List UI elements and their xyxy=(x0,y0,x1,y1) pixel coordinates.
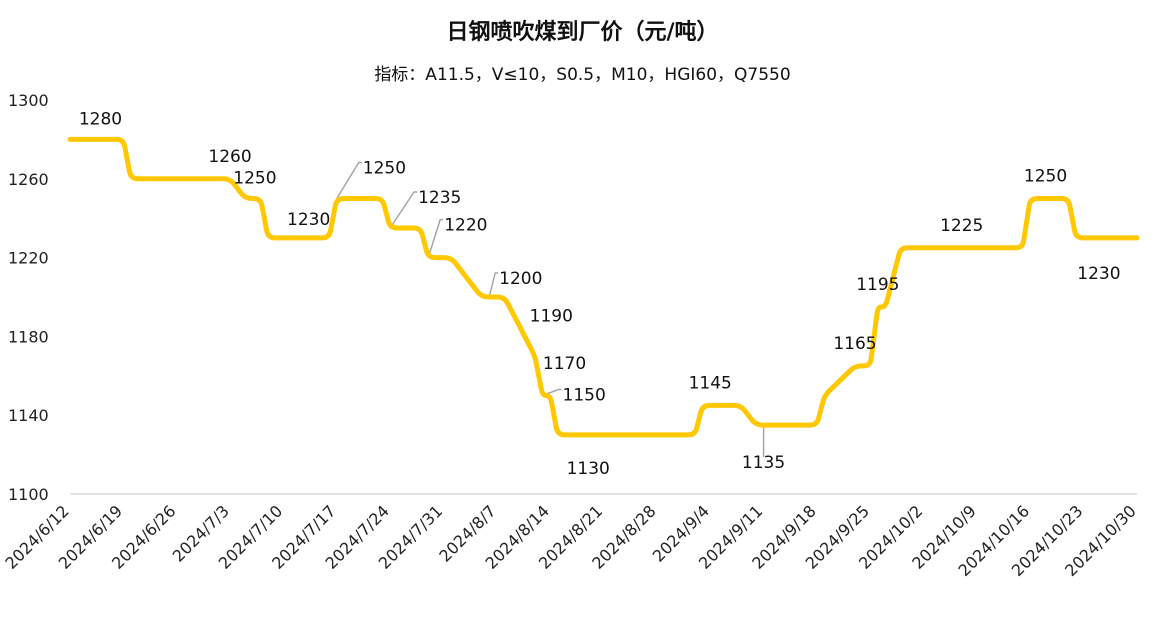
label-leader-line xyxy=(488,272,499,298)
data-label: 1190 xyxy=(530,307,573,327)
data-label: 1230 xyxy=(287,210,330,230)
data-label: 1145 xyxy=(689,373,732,393)
data-label: 1230 xyxy=(1077,264,1120,284)
x-axis-ticks: 2024/6/122024/6/192024/6/262024/7/32024/… xyxy=(1,501,1139,580)
data-labels: 1280126012501230125012351220120011901170… xyxy=(79,109,1121,479)
data-label: 1220 xyxy=(444,216,487,236)
data-label: 1135 xyxy=(742,453,785,473)
price-series-line xyxy=(67,136,1140,438)
chart-subtitle: 指标：A11.5，V≤10，S0.5，M10，HGI60，Q7550 xyxy=(374,65,791,85)
label-leader-line xyxy=(389,191,418,229)
data-label: 1280 xyxy=(79,109,122,129)
data-label: 1225 xyxy=(940,216,983,236)
data-label: 1130 xyxy=(567,459,610,479)
data-label: 1260 xyxy=(208,147,251,167)
y-tick-label: 1100 xyxy=(8,485,49,504)
y-tick-label: 1180 xyxy=(8,327,49,346)
chart-title: 日钢喷吹煤到厂价（元/吨） xyxy=(446,20,719,45)
data-label: 1150 xyxy=(563,386,606,406)
label-leader-line xyxy=(336,161,362,199)
data-label: 1200 xyxy=(499,269,542,289)
label-leader-lines xyxy=(336,161,765,458)
label-leader-line xyxy=(427,218,444,258)
data-label: 1235 xyxy=(418,188,461,208)
y-tick-label: 1300 xyxy=(8,91,49,110)
y-tick-label: 1220 xyxy=(8,249,49,268)
y-axis-ticks: 1100 1140 1180 1220 1260 1300 xyxy=(8,91,49,504)
y-tick-label: 1140 xyxy=(8,406,49,425)
data-label: 1170 xyxy=(543,354,586,374)
data-label: 1250 xyxy=(1024,167,1067,187)
data-label: 1250 xyxy=(233,169,276,189)
data-label: 1250 xyxy=(363,159,406,179)
data-label: 1165 xyxy=(833,334,876,354)
y-tick-label: 1260 xyxy=(8,170,49,189)
data-label: 1195 xyxy=(856,275,899,295)
